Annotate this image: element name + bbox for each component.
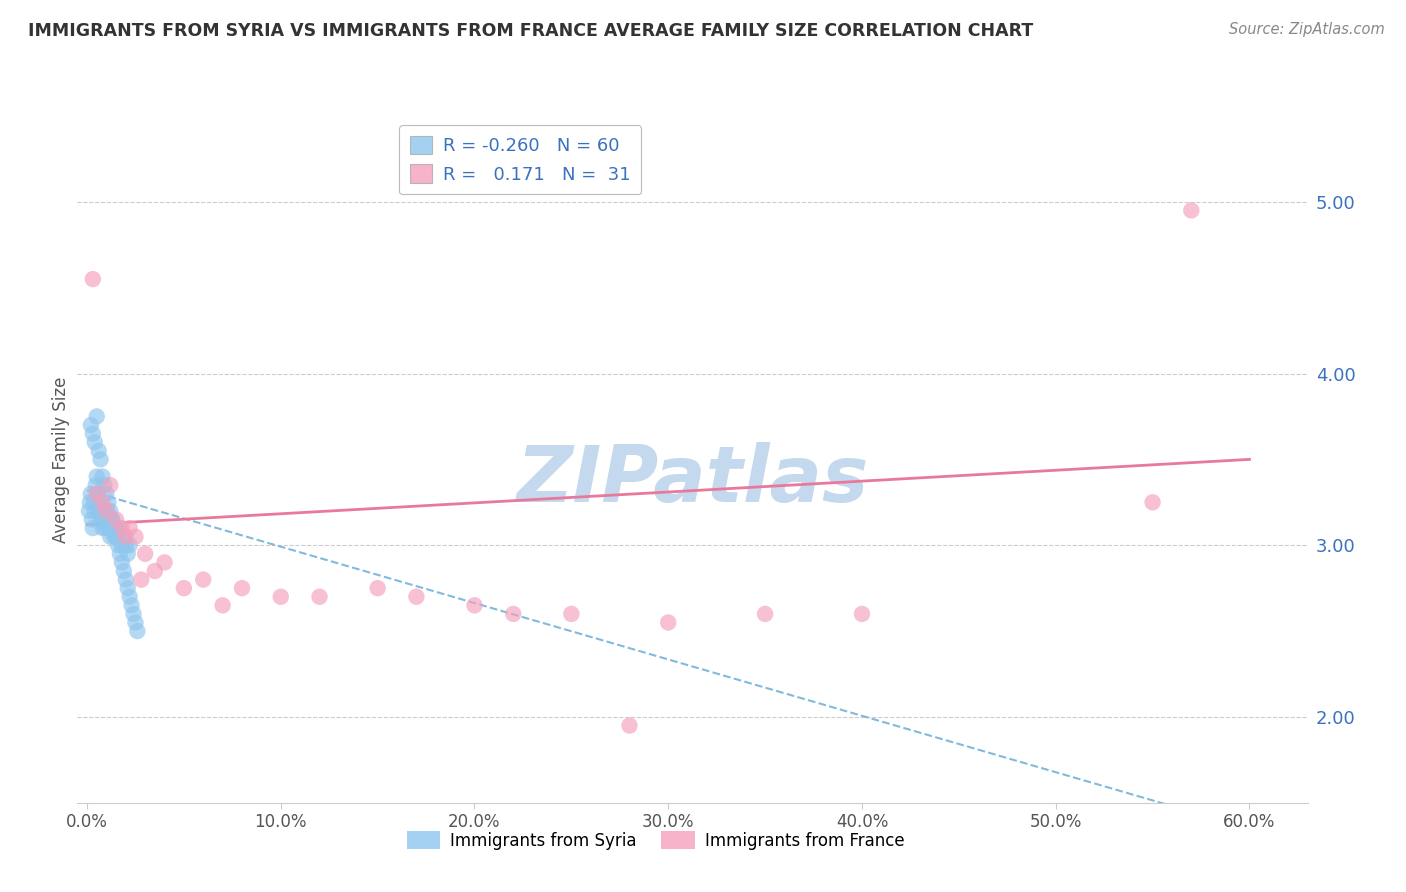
Point: [111, 555, 134, 570]
Point: [83, 504, 105, 518]
Point: [108, 521, 131, 535]
Point: [114, 573, 136, 587]
Point: [118, 590, 141, 604]
Point: [108, 547, 131, 561]
Point: [124, 530, 146, 544]
Point: [270, 590, 292, 604]
Point: [117, 547, 139, 561]
Point: [82, 426, 104, 441]
Point: [112, 564, 135, 578]
Point: [118, 521, 141, 535]
Point: [101, 512, 124, 526]
Point: [91, 495, 114, 509]
Point: [105, 530, 128, 544]
Point: [91, 521, 114, 535]
Point: [101, 512, 124, 526]
Point: [367, 581, 389, 595]
Point: [1180, 203, 1202, 218]
Legend: Immigrants from Syria, Immigrants from France: Immigrants from Syria, Immigrants from F…: [399, 825, 911, 856]
Point: [143, 564, 166, 578]
Point: [96, 512, 118, 526]
Point: [111, 521, 134, 535]
Point: [231, 581, 253, 595]
Point: [101, 521, 124, 535]
Point: [103, 530, 125, 544]
Point: [114, 530, 136, 544]
Point: [619, 718, 641, 732]
Y-axis label: Average Family Size: Average Family Size: [52, 376, 70, 542]
Point: [98, 530, 121, 544]
Point: [107, 538, 129, 552]
Text: IMMIGRANTS FROM SYRIA VS IMMIGRANTS FROM FRANCE AVERAGE FAMILY SIZE CORRELATION : IMMIGRANTS FROM SYRIA VS IMMIGRANTS FROM…: [28, 22, 1033, 40]
Point: [77, 504, 100, 518]
Point: [103, 521, 125, 535]
Point: [754, 607, 776, 621]
Point: [127, 624, 149, 639]
Point: [80, 487, 103, 501]
Point: [90, 452, 112, 467]
Point: [91, 469, 114, 483]
Point: [121, 599, 143, 613]
Point: [86, 469, 108, 483]
Point: [111, 538, 134, 552]
Point: [93, 504, 115, 518]
Point: [118, 538, 141, 552]
Point: [96, 504, 118, 518]
Point: [80, 512, 103, 526]
Point: [82, 272, 104, 286]
Point: [84, 478, 107, 492]
Point: [80, 417, 103, 432]
Point: [79, 495, 101, 509]
Point: [153, 555, 176, 570]
Text: ZIPatlas: ZIPatlas: [516, 442, 869, 518]
Point: [98, 504, 121, 518]
Point: [1142, 495, 1164, 509]
Point: [94, 521, 117, 535]
Point: [86, 487, 108, 501]
Point: [122, 607, 145, 621]
Point: [308, 590, 330, 604]
Point: [117, 581, 139, 595]
Point: [87, 443, 110, 458]
Point: [86, 409, 108, 424]
Point: [193, 573, 215, 587]
Point: [93, 512, 115, 526]
Point: [82, 521, 104, 535]
Point: [97, 521, 120, 535]
Point: [107, 530, 129, 544]
Point: [463, 599, 485, 613]
Point: [96, 504, 118, 518]
Text: Source: ZipAtlas.com: Source: ZipAtlas.com: [1229, 22, 1385, 37]
Point: [560, 607, 582, 621]
Point: [105, 521, 128, 535]
Point: [83, 435, 105, 450]
Point: [124, 615, 146, 630]
Point: [173, 581, 195, 595]
Point: [105, 512, 128, 526]
Point: [93, 478, 115, 492]
Point: [89, 495, 111, 509]
Point: [100, 521, 122, 535]
Point: [211, 599, 233, 613]
Point: [83, 495, 105, 509]
Point: [502, 607, 524, 621]
Point: [657, 615, 679, 630]
Point: [87, 504, 110, 518]
Point: [96, 487, 118, 501]
Point: [129, 573, 152, 587]
Point: [98, 478, 121, 492]
Point: [97, 495, 120, 509]
Point: [405, 590, 427, 604]
Point: [86, 487, 108, 501]
Point: [134, 547, 156, 561]
Point: [851, 607, 873, 621]
Point: [90, 504, 112, 518]
Point: [114, 538, 136, 552]
Point: [98, 512, 121, 526]
Point: [112, 530, 135, 544]
Point: [90, 512, 112, 526]
